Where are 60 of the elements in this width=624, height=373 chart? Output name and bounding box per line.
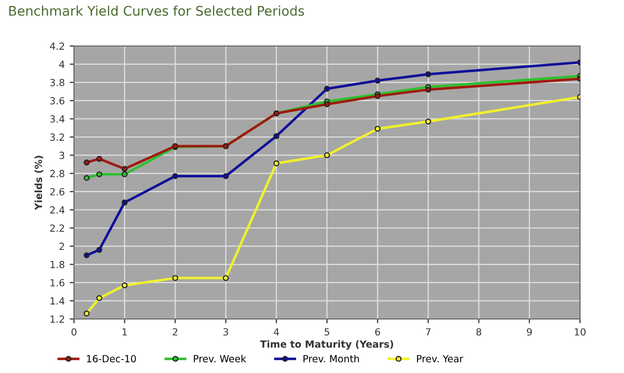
point — [374, 78, 381, 84]
x-tick-label: 2 — [172, 328, 178, 336]
x-tick-label: 1 — [122, 328, 127, 336]
x-tick-label: 0 — [72, 328, 76, 336]
point — [122, 171, 128, 178]
point — [96, 295, 102, 302]
point — [96, 156, 102, 162]
point — [324, 86, 330, 92]
point — [374, 126, 381, 132]
x-tick-label: 3 — [223, 328, 228, 336]
chart-title: Benchmark Yield Curves for Selected Periods — [9, 6, 304, 16]
point — [172, 173, 178, 180]
legend-label: Prev. Month — [304, 354, 359, 362]
y-tick-label: 1.8 — [50, 260, 64, 268]
x-tick-label: 5 — [324, 328, 330, 336]
point — [84, 159, 90, 166]
y-tick-label: 1.2 — [50, 315, 64, 323]
legend-label: 16-Dec-10 — [87, 355, 136, 362]
y-tick-label: 2 — [60, 242, 64, 250]
y-axis-title: Yields (%) — [34, 156, 44, 210]
legend-label: Prev. Week — [194, 354, 246, 362]
y-tick-label: 1.6 — [50, 279, 64, 286]
y-tick-label: 1.4 — [50, 297, 64, 304]
x-axis-title: Time to Maturity (Years) — [260, 340, 394, 350]
x-tick-label: 6 — [375, 328, 380, 336]
y-tick-label: 3.2 — [50, 133, 64, 141]
point — [222, 275, 229, 282]
point — [172, 275, 178, 282]
y-tick-label: 3 — [60, 152, 64, 160]
point — [122, 166, 128, 172]
y-tick-label: 4 — [59, 60, 64, 68]
point — [96, 246, 102, 253]
point — [273, 133, 280, 140]
y-tick-label: 3.4 — [50, 115, 64, 123]
x-tick-label: 9 — [526, 328, 532, 336]
point — [84, 174, 90, 181]
point — [122, 200, 128, 206]
x-tick-label: 8 — [476, 328, 482, 336]
point — [122, 282, 128, 288]
legend-label: Prev. Year — [417, 355, 464, 362]
point — [425, 71, 432, 78]
y-tick-label: 2.8 — [50, 170, 64, 178]
point — [425, 86, 432, 93]
point — [222, 173, 229, 180]
point — [324, 101, 330, 108]
x-tick-label: 4 — [274, 328, 279, 336]
point — [273, 160, 280, 166]
point — [324, 152, 330, 158]
point — [96, 171, 102, 178]
y-tick-label: 3.8 — [50, 78, 64, 86]
y-tick-label: 4.2 — [50, 42, 64, 50]
y-tick-label: 2.4 — [50, 206, 64, 214]
point — [84, 310, 90, 317]
x-tick-label: 7 — [426, 328, 430, 336]
x-tick-label: 10 — [574, 328, 586, 336]
y-tick-label: 3.6 — [50, 97, 64, 104]
point — [84, 252, 90, 258]
y-tick-label: 2.6 — [50, 188, 64, 196]
y-tick-label: 2.2 — [50, 224, 64, 232]
point — [425, 118, 432, 125]
